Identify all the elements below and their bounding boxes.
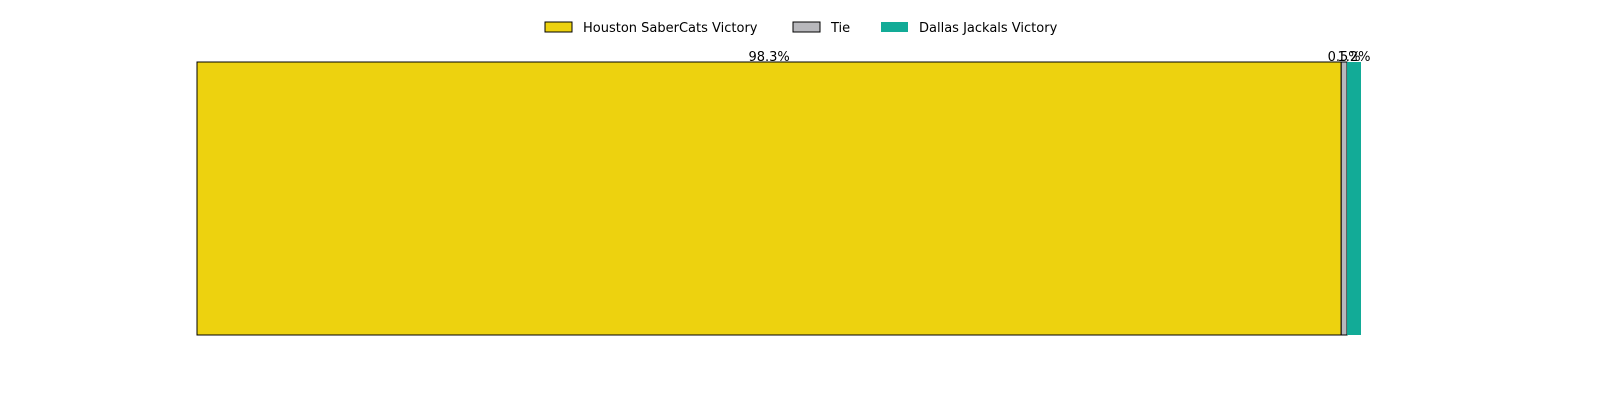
bar-dallas-victory (1347, 62, 1361, 335)
data-labels: 98.3% 0.5% 1.2% (748, 50, 1370, 65)
legend-label-dallas: Dallas Jackals Victory (919, 21, 1058, 36)
data-label-tie: 0.5% (1328, 50, 1361, 65)
data-label-houston: 98.3% (748, 50, 789, 65)
legend-label-tie: Tie (830, 21, 850, 36)
data-label-dallas: 1.2% (1338, 50, 1371, 65)
legend-swatch-houston (544, 21, 573, 33)
bar-tie (1340, 61, 1348, 336)
legend: Houston SaberCats Victory Tie Dallas Jac… (544, 21, 1058, 36)
bar-houston-victory (196, 61, 1342, 336)
legend-swatch-dallas (881, 22, 908, 32)
legend-swatch-tie (792, 21, 821, 33)
legend-label-houston: Houston SaberCats Victory (583, 21, 758, 36)
stacked-bar (196, 61, 1361, 336)
